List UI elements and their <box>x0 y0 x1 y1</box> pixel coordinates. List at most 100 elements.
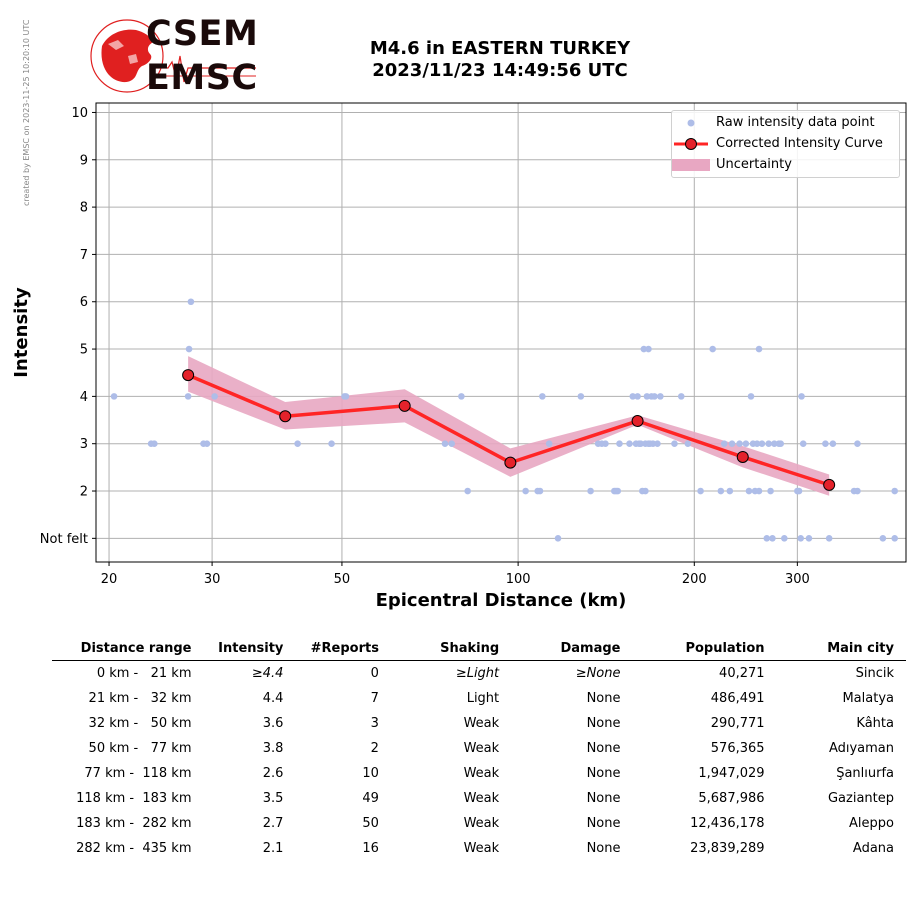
cell-population: 23,839,289 <box>690 841 765 856</box>
raw-data-point <box>187 298 195 306</box>
legend-item-curve: Corrected Intensity Curve <box>672 134 899 154</box>
chart-title: M4.6 in EASTERN TURKEY 2023/11/23 14:49:… <box>300 38 700 82</box>
raw-data-point <box>522 487 529 495</box>
table-row: 77 km - 118 km 2.6 10 Weak None 1,947,029 Şanl… <box>52 761 906 786</box>
cell-shaking: Weak <box>463 816 500 831</box>
table-row: 32 km - 50 km 3.6 3 Weak None 290,771 Kâhta <box>52 711 906 736</box>
raw-data-point <box>726 487 734 495</box>
raw-data-point <box>539 393 546 400</box>
logo-text-emsc: EMSC <box>146 58 258 98</box>
cell-shaking: ≥Light <box>455 666 500 681</box>
cell-distance: 21 km - 32 km <box>88 691 192 706</box>
cell-damage: None <box>586 791 621 806</box>
curve-marker <box>279 410 292 423</box>
y-axis-label: Intensity <box>11 287 32 378</box>
x-tick-label: 30 <box>204 572 221 587</box>
cell-distance: 183 km - 282 km <box>76 816 192 831</box>
cell-damage: ≥None <box>575 666 621 681</box>
raw-data-point <box>769 535 776 542</box>
cell-city: Gaziantep <box>827 791 894 806</box>
raw-data-point <box>616 440 623 448</box>
table-row: 118 km - 183 km 3.5 49 Weak None 5,687,986 Gaz… <box>52 786 906 811</box>
curve-marker <box>182 369 195 382</box>
x-tick-label: 300 <box>785 572 810 587</box>
cell-damage: None <box>586 841 621 856</box>
raw-data-point <box>854 487 861 495</box>
raw-data-point <box>805 535 813 542</box>
raw-data-point <box>545 440 553 448</box>
x-axis-label: Epicentral Distance (km) <box>376 590 627 611</box>
raw-data-point <box>328 440 335 448</box>
raw-data-point <box>798 393 805 400</box>
cell-shaking: Light <box>466 691 500 706</box>
raw-data-point <box>294 440 301 448</box>
raw-data-point <box>720 440 728 448</box>
cell-damage: None <box>586 816 621 831</box>
cell-distance: 282 km - 435 km <box>76 841 192 856</box>
legend-item-uncertainty: Uncertainty <box>672 155 899 175</box>
raw-data-point <box>554 535 562 542</box>
cell-city: Adana <box>852 841 894 856</box>
distance-summary-table: Distance range Intensity #Reports Shakin… <box>52 638 906 861</box>
raw-data-point <box>763 535 771 542</box>
raw-data-point <box>736 440 743 448</box>
cell-damage: None <box>586 741 621 756</box>
raw-data-point <box>629 393 637 400</box>
cell-city: Kâhta <box>856 716 894 731</box>
raw-data-point <box>797 535 805 542</box>
cell-intensity: 3.5 <box>262 791 284 806</box>
table-row: 0 km - 21 km ≥4.4 0 ≥Light ≥None 40,271 Sincik <box>52 661 906 687</box>
cell-shaking: Weak <box>463 741 500 756</box>
cell-intensity: 2.7 <box>262 816 284 831</box>
cell-reports: 3 <box>370 716 379 731</box>
raw-data-point <box>717 487 725 495</box>
cell-reports: 16 <box>362 841 379 856</box>
x-tick-label: 20 <box>101 572 118 587</box>
cell-intensity: 3.8 <box>262 741 284 756</box>
table-row: 21 km - 32 km 4.4 7 Light None 486,491 Malatya <box>52 686 906 711</box>
y-tick-label: 8 <box>80 201 88 216</box>
raw-data-point <box>211 393 218 400</box>
y-tick-label: 6 <box>80 295 88 310</box>
cell-distance: 50 km - 77 km <box>88 741 192 756</box>
raw-data-point <box>771 440 778 448</box>
raw-data-point <box>643 393 651 400</box>
chart-legend: Raw intensity data point Corrected Inten… <box>671 110 900 178</box>
col-header-distance: Distance range <box>52 638 204 661</box>
raw-data-point <box>441 440 449 448</box>
curve-marker <box>504 456 517 469</box>
raw-data-point <box>742 440 750 448</box>
cell-reports: 0 <box>370 666 379 681</box>
cell-intensity: 2.6 <box>262 766 284 781</box>
raw-data-point <box>671 440 678 448</box>
raw-data-point <box>677 393 685 400</box>
legend-label-raw: Raw intensity data point <box>716 115 875 130</box>
col-header-intensity: Intensity <box>203 638 296 661</box>
curve-marker <box>631 414 644 427</box>
raw-data-point <box>765 440 772 448</box>
raw-data-point <box>464 487 471 495</box>
y-tick-label: 3 <box>80 437 88 452</box>
cell-population: 576,365 <box>710 741 765 756</box>
cell-intensity: 4.4 <box>262 691 284 706</box>
intensity-chart: Not felt 2 3 4 5 6 7 8 9 10 20 30 50 100 200 300 Epicent… <box>11 102 907 611</box>
curve-marker <box>736 450 749 463</box>
raw-data-point <box>753 440 761 448</box>
raw-data-point <box>728 440 736 448</box>
y-tick-label: 4 <box>80 390 88 405</box>
y-tick-label: Not felt <box>40 532 88 547</box>
x-tick-label: 200 <box>682 572 707 587</box>
cell-city: Şanlıurfa <box>836 766 894 781</box>
raw-data-point <box>185 345 193 353</box>
col-header-damage: Damage <box>511 638 633 661</box>
legend-label-curve: Corrected Intensity Curve <box>716 136 883 151</box>
raw-data-point <box>657 393 664 400</box>
title-line-2: 2023/11/23 14:49:56 UTC <box>372 60 628 81</box>
raw-data-point <box>758 440 766 448</box>
cell-population: 12,436,178 <box>690 816 765 831</box>
raw-data-point <box>854 440 861 448</box>
raw-data-point <box>755 487 763 495</box>
raw-data-point <box>799 440 807 448</box>
raw-data-point <box>640 345 648 353</box>
raw-data-point <box>829 440 837 448</box>
